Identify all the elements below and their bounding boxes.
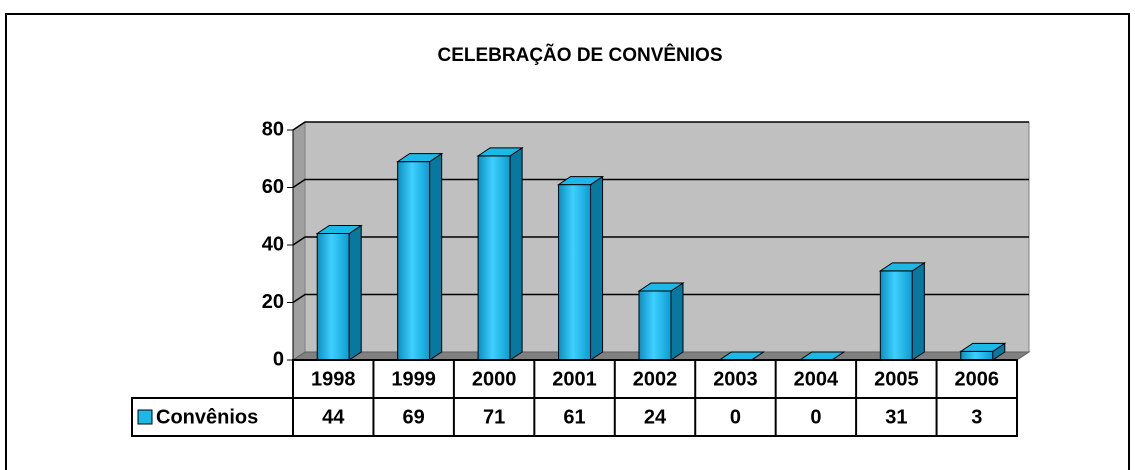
bar-top [476,147,524,157]
x-tick-label: 1999 [391,368,436,390]
table-value: 69 [403,406,425,428]
y-tick-label: 20 [262,291,284,313]
bar-side [429,152,443,361]
x-tick-label: 2003 [713,368,758,390]
legend-label: Convênios [156,406,258,428]
bar-side [348,224,362,361]
table-value: 24 [644,406,667,428]
y-tick-label: 40 [262,233,284,255]
bar-top [878,262,926,272]
x-tick-label: 2006 [955,368,1000,390]
grid-line [292,121,1029,131]
bar-top [396,153,444,163]
table-value: 44 [322,406,345,428]
bar-top [959,342,1007,352]
table-value: 0 [730,406,741,428]
y-tick-label: 0 [273,348,284,370]
y-tick-label: 60 [262,176,284,198]
bar [638,290,672,361]
table-value: 31 [885,406,907,428]
bar-side [509,146,523,361]
table-value: 61 [563,406,585,428]
table-value: 3 [971,406,982,428]
x-tick-label: 1998 [311,368,356,390]
legend-cell [131,397,294,437]
bar-top [556,176,605,186]
y-tick-label: 80 [262,118,284,140]
x-tick-label: 2005 [874,368,919,390]
bar-top [315,225,363,234]
chart-title: CELEBRAÇÃO DE CONVÊNIOS [437,44,722,66]
bar-top [637,282,685,292]
bar [960,350,994,361]
bar [397,161,431,361]
legend-swatch [137,409,153,425]
grid-line [292,236,1029,246]
table-value: 0 [810,406,821,428]
bar-side [911,261,925,361]
x-tick-label: 2000 [472,368,517,390]
bar [316,233,350,361]
x-tick-label: 2002 [633,368,678,390]
table-value: 71 [483,406,505,428]
x-tick-label: 2004 [794,368,839,390]
bar [879,270,913,361]
bar [558,184,592,361]
x-tick-label: 2001 [552,368,597,390]
bar [477,155,511,361]
bar-side [670,282,684,361]
grid-line [292,293,1029,304]
bar-side [590,175,604,361]
grid-line [292,178,1029,189]
